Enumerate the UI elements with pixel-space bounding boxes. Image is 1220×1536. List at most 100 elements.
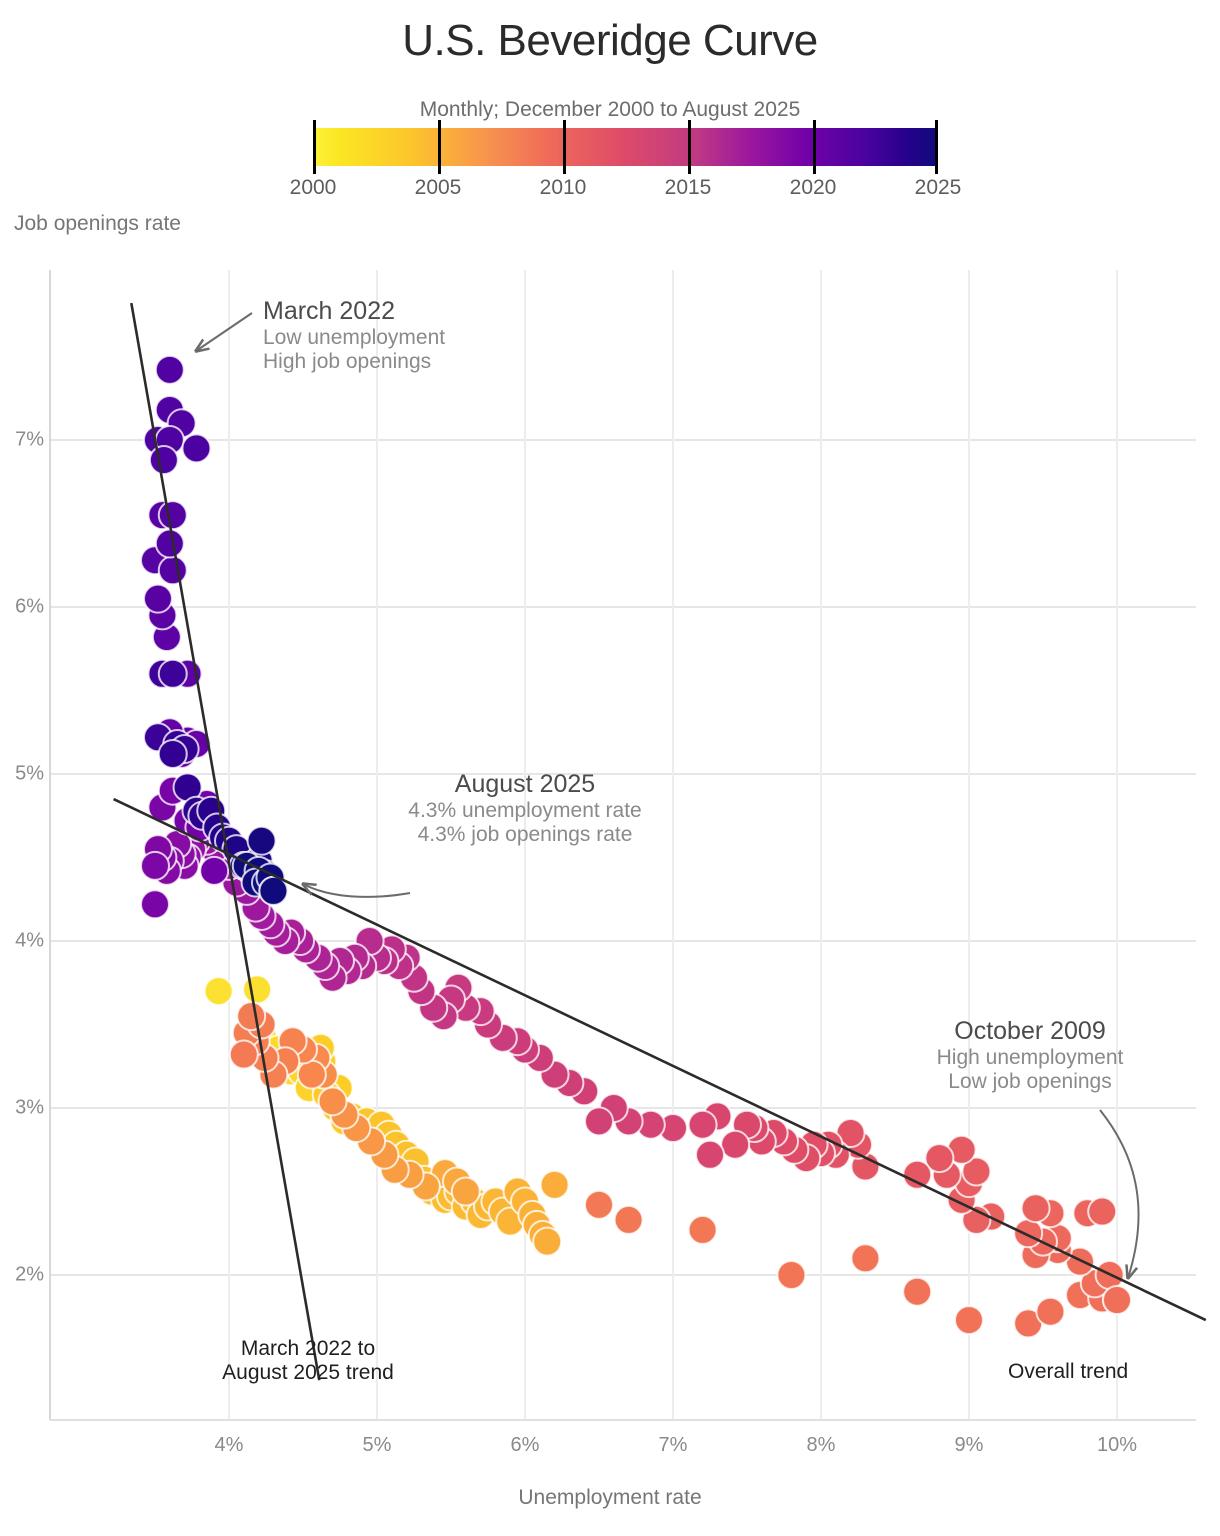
- data-point: [181, 825, 212, 856]
- data-point: [154, 845, 185, 876]
- data-point: [320, 1093, 351, 1123]
- data-point: [243, 845, 274, 876]
- y-tick-label-5%: 5%: [15, 762, 44, 785]
- data-point: [285, 926, 316, 956]
- data-point: [325, 946, 355, 977]
- data-point: [154, 425, 185, 455]
- data-point: [262, 1034, 293, 1065]
- data-point: [1035, 1198, 1066, 1229]
- data-point: [366, 1109, 397, 1140]
- data-point: [147, 658, 178, 689]
- data-point: [961, 1156, 992, 1187]
- data-point: [181, 795, 212, 826]
- data-point: [584, 1106, 614, 1137]
- annotation-august-2025: August 2025 4.3% unemployment rate 4.3% …: [325, 770, 725, 847]
- data-point-highlighted: [1102, 1285, 1132, 1316]
- data-point: [480, 1186, 511, 1217]
- annotation-october-2009: October 2009 High unemployment Low job o…: [900, 1017, 1160, 1094]
- data-point-highlighted: [258, 875, 289, 906]
- data-point: [584, 1189, 614, 1220]
- data-point: [172, 842, 203, 873]
- data-point: [502, 1026, 533, 1057]
- data-point: [157, 555, 188, 586]
- data-point: [323, 1072, 354, 1103]
- data-point: [288, 1034, 318, 1065]
- data-point: [459, 1186, 490, 1217]
- page-title: U.S. Beveridge Curve: [402, 16, 818, 65]
- data-point: [240, 1026, 271, 1057]
- data-point: [308, 1059, 339, 1090]
- data-point: [329, 1099, 360, 1130]
- data-point: [779, 1134, 810, 1165]
- data-point: [276, 1056, 307, 1087]
- data-point: [835, 1118, 866, 1149]
- data-point: [436, 1181, 466, 1212]
- data-point: [598, 1093, 629, 1123]
- annotation-october-2009-line1: High unemployment: [936, 1046, 1124, 1069]
- data-point: [286, 1056, 317, 1087]
- data-point: [214, 825, 244, 856]
- x-tick-label-6%: 6%: [510, 1434, 540, 1456]
- data-point: [332, 956, 363, 987]
- annotation-october-2009-title: October 2009: [954, 1017, 1106, 1045]
- data-point: [172, 725, 203, 756]
- data-point: [240, 867, 271, 898]
- data-point: [293, 1072, 324, 1103]
- data-point: [1087, 1283, 1118, 1314]
- data-point: [172, 658, 203, 689]
- trend-label-recent-line1: March 2022 to: [240, 1337, 376, 1360]
- x-axis-title: Unemployment rate: [518, 1486, 702, 1509]
- data-point: [369, 946, 400, 977]
- trend-label-overall: Overall trend: [1008, 1360, 1129, 1383]
- data-point: [203, 976, 234, 1007]
- data-point: [317, 1086, 348, 1117]
- data-point: [510, 1034, 540, 1065]
- legend-tick-label-2005: 2005: [414, 176, 462, 199]
- data-point: [658, 1113, 688, 1144]
- data-point: [199, 855, 230, 886]
- data-point: [329, 1106, 360, 1137]
- data-point: [394, 1159, 425, 1190]
- data-point: [307, 1046, 338, 1077]
- data-point: [495, 1206, 526, 1237]
- x-tick-label-10%: 10%: [1096, 1434, 1138, 1456]
- data-point-highlighted: [154, 354, 185, 385]
- data-point: [147, 842, 178, 873]
- data-point: [191, 789, 222, 820]
- data-point: [1042, 1223, 1073, 1254]
- data-point: [140, 850, 170, 881]
- chart-subtitle: Monthly; December 2000 to August 2025: [419, 98, 801, 121]
- legend-tick-2025: [935, 120, 938, 174]
- data-point: [151, 855, 182, 886]
- data-point: [267, 1051, 298, 1082]
- data-point: [351, 1106, 382, 1137]
- data-point: [517, 1199, 548, 1230]
- data-point: [184, 812, 215, 843]
- data-point: [1087, 1196, 1118, 1227]
- data-point: [359, 1118, 390, 1149]
- data-point: [157, 775, 188, 806]
- x-tick-label-4%: 4%: [214, 1434, 244, 1456]
- data-point: [336, 1101, 367, 1132]
- legend-tick-2020: [813, 120, 816, 174]
- data-point: [339, 942, 370, 973]
- data-point: [465, 1199, 496, 1230]
- data-point: [428, 1001, 459, 1032]
- data-point: [569, 1076, 600, 1107]
- data-point: [162, 728, 193, 759]
- legend-tick-label-2000: 2000: [289, 176, 337, 199]
- data-point: [635, 1109, 666, 1140]
- data-point: [356, 1126, 387, 1157]
- data-point: [443, 1176, 474, 1207]
- data-point: [924, 1143, 955, 1174]
- data-point: [261, 917, 292, 948]
- data-point: [450, 992, 481, 1023]
- data-point: [231, 1017, 262, 1048]
- data-point: [246, 900, 277, 931]
- data-point: [769, 1126, 799, 1157]
- data-point: [206, 842, 237, 873]
- data-point: [487, 1196, 518, 1227]
- x-tick-label-8%: 8%: [806, 1434, 836, 1456]
- data-point: [277, 1026, 308, 1057]
- data-point: [1028, 1226, 1058, 1257]
